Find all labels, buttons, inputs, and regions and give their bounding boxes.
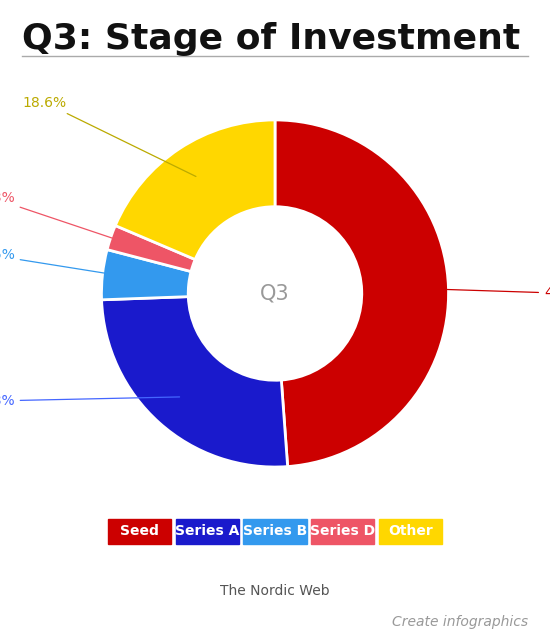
Text: Create infographics: Create infographics	[392, 615, 528, 629]
Wedge shape	[116, 120, 275, 260]
Wedge shape	[107, 226, 195, 272]
Text: Seed: Seed	[120, 524, 159, 538]
Wedge shape	[102, 297, 288, 467]
Text: 4.65%: 4.65%	[0, 248, 134, 278]
Text: Series B: Series B	[243, 524, 307, 538]
Text: Q3: Q3	[260, 283, 290, 304]
Text: Series D: Series D	[310, 524, 375, 538]
Wedge shape	[275, 120, 449, 466]
Text: 25.58%: 25.58%	[0, 394, 179, 408]
Text: 18.6%: 18.6%	[23, 96, 196, 177]
Text: The Nordic Web: The Nordic Web	[220, 584, 330, 598]
Text: 48.84%: 48.84%	[416, 286, 550, 300]
Wedge shape	[101, 249, 191, 300]
Text: Series A: Series A	[175, 524, 240, 538]
Text: Q3: Stage of Investment: Q3: Stage of Investment	[22, 22, 520, 56]
Text: Other: Other	[388, 524, 433, 538]
Text: 2.33%: 2.33%	[0, 191, 141, 248]
